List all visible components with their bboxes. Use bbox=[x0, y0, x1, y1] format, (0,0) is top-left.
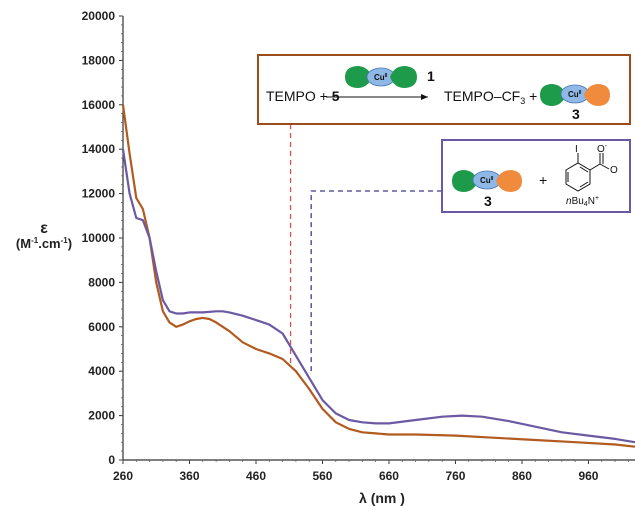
label-1: 1 bbox=[427, 68, 435, 84]
reaction-box-1: TEMPO + 5 CuII 1 TEMPO–CF3 + CuII 3 bbox=[257, 54, 631, 125]
reaction-box-2: CuII 3 + I O- O nBu4N+ bbox=[441, 139, 631, 213]
complex-3-icon: CuII bbox=[540, 84, 610, 106]
x-ticks: 260 360 460 560 660 760 860 960 bbox=[113, 460, 629, 483]
green-ligand-right-icon bbox=[390, 66, 417, 88]
y-tick-label: 10000 bbox=[82, 231, 116, 245]
y-tick-label: 4000 bbox=[88, 364, 115, 378]
x-tick-label: 960 bbox=[578, 469, 598, 483]
x-tick-label: 460 bbox=[246, 469, 266, 483]
y-tick-label: 8000 bbox=[88, 275, 115, 289]
label-3-box1: 3 bbox=[572, 106, 580, 122]
x-tick-label: 560 bbox=[312, 469, 332, 483]
label-3-box2: 3 bbox=[484, 193, 492, 209]
y-axis-title-epsilon: ε bbox=[40, 220, 48, 237]
series-line-2 bbox=[121, 149, 635, 444]
green-ligand-icon bbox=[540, 84, 566, 106]
cu-label: CuII bbox=[480, 176, 494, 185]
x-tick-label: 660 bbox=[379, 469, 399, 483]
y-axis-title-units: (M-1.cm-1) bbox=[16, 236, 72, 251]
y-tick-label: 14000 bbox=[82, 142, 116, 156]
x-tick-label: 760 bbox=[445, 469, 465, 483]
x-tick-label: 360 bbox=[179, 469, 199, 483]
plus-sign: + bbox=[539, 172, 547, 188]
y-tick-label: 2000 bbox=[88, 409, 115, 423]
green-ligand-icon bbox=[452, 170, 478, 192]
iodobenzoate-structure-icon bbox=[565, 153, 610, 192]
orange-ligand-icon bbox=[496, 170, 522, 192]
arrow-head-icon bbox=[421, 94, 428, 100]
y-tick-label: 12000 bbox=[82, 187, 116, 201]
iodo-label: I bbox=[575, 144, 578, 155]
y-tick-label: 16000 bbox=[82, 98, 116, 112]
carboxylate-o-minus: O- bbox=[597, 143, 608, 155]
green-ligand-left-icon bbox=[345, 66, 372, 88]
series-group bbox=[121, 104, 635, 448]
y-tick-label: 18000 bbox=[82, 53, 116, 67]
x-tick-label: 260 bbox=[113, 469, 133, 483]
y-tick-label: 20000 bbox=[82, 9, 116, 23]
orange-ligand-icon bbox=[584, 84, 610, 106]
series-line-1 bbox=[121, 104, 635, 448]
counterion-label: nBu4N+ bbox=[566, 195, 599, 208]
marker-line-2 bbox=[310, 190, 442, 374]
cu-label: CuII bbox=[568, 90, 582, 99]
y-ticks: 0 2000 4000 6000 8000 10000 12000 14000 16000 180… bbox=[82, 9, 123, 467]
cu-label: CuII bbox=[374, 73, 388, 82]
reaction-text-left: TEMPO + 5 bbox=[266, 88, 340, 104]
reaction-text-right: TEMPO–CF3 + bbox=[444, 88, 537, 106]
x-tick-label: 860 bbox=[512, 469, 532, 483]
y-tick-label: 6000 bbox=[88, 320, 115, 334]
y-tick-label: 0 bbox=[108, 453, 115, 467]
complex-3-icon: CuII bbox=[452, 170, 522, 192]
x-axis-title: λ (nm ) bbox=[359, 490, 405, 506]
carbonyl-o: O bbox=[610, 165, 618, 176]
complex-1-icon: CuII bbox=[345, 66, 417, 88]
